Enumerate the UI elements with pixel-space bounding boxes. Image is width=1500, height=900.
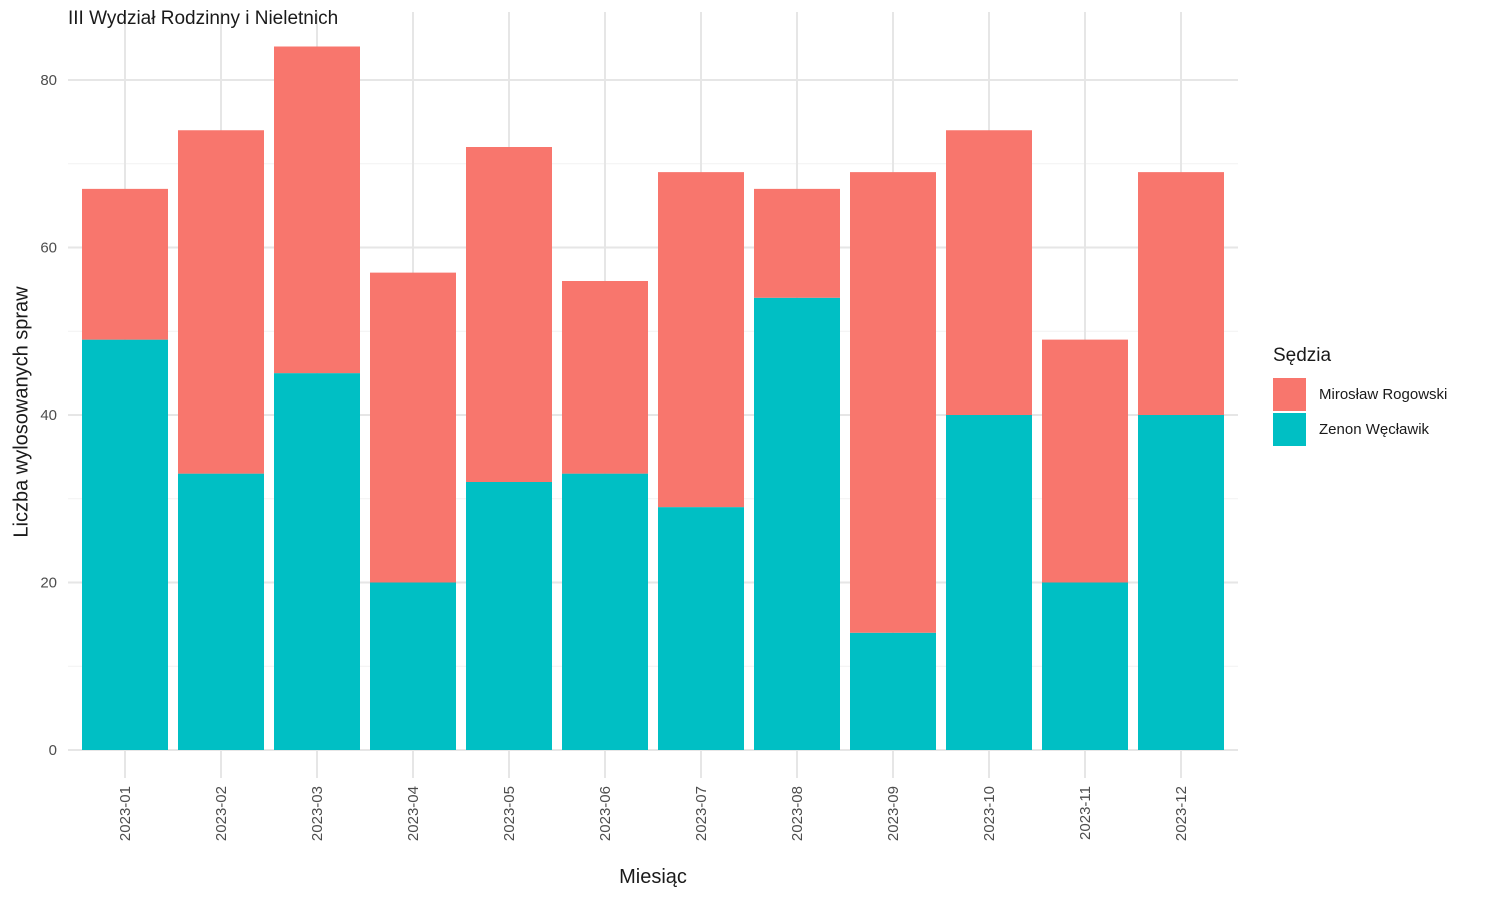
legend-item: Mirosław Rogowski [1273,377,1447,412]
bar-segment [562,281,648,474]
bar-segment [1138,415,1224,750]
bar-segment [754,188,840,298]
y-tick-label: 40 [40,407,57,424]
bar-segment [754,297,840,750]
y-axis-label: Liczba wylosowanych spraw [10,286,33,538]
legend-item: Zenon Węcławik [1273,412,1447,447]
bar-segment [658,507,744,750]
bar-segment [658,172,744,508]
legend-key [1273,378,1306,411]
x-tick-label: 2023-09 [885,786,902,841]
bar-segment [370,272,456,583]
bar-segment [178,130,264,474]
x-axis-label: Miesiąc [619,866,687,888]
x-tick-label: 2023-01 [117,786,134,841]
bar-segment [1138,172,1224,415]
bar-segment [1042,582,1128,750]
x-tick-label: 2023-04 [405,786,422,841]
x-tick-label: 2023-10 [981,786,998,841]
y-tick-label: 0 [49,742,57,759]
legend-label: Zenon Węcławik [1319,421,1430,438]
x-tick-label: 2023-12 [1173,786,1190,841]
x-tick-label: 2023-11 [1077,786,1094,840]
bar-segment [274,46,360,374]
x-tick-label: 2023-03 [309,786,326,841]
legend-key [1273,413,1306,446]
bar-segment [946,415,1032,750]
bar-segment [82,188,168,340]
x-tick-label: 2023-05 [501,786,518,841]
legend-label: Mirosław Rogowski [1319,386,1448,403]
bar-segment [946,130,1032,415]
bar-segment [370,582,456,750]
y-tick-label: 60 [40,240,57,257]
chart-title: III Wydział Rodzinny i Nieletnich [68,8,339,29]
bar-segment [178,473,264,750]
x-tick-label: 2023-08 [789,786,806,841]
x-tick-label: 2023-06 [597,786,614,841]
bar-segment [274,373,360,750]
legend-title: Sędzia [1273,345,1332,366]
y-tick-label: 80 [40,72,57,89]
bar-segment [562,473,648,750]
x-tick-label: 2023-07 [693,786,710,841]
bar-segment [1042,339,1128,583]
x-axis-ticks: 2023-01 2023-02 2023-03 2023-04 2023-05 2023-… [117,786,1190,841]
bar-segment [850,172,936,633]
bar-segment [82,339,168,750]
x-tick-label: 2023-02 [213,786,230,841]
bar-segment [850,632,936,750]
y-axis-ticks: 0 20 40 60 80 [40,72,57,759]
bar-segment [466,147,552,482]
legend: Sędzia Mirosław Rogowski Zenon Węcławik [1273,345,1447,447]
bars [82,46,1224,750]
bar-segment [466,482,552,750]
y-tick-label: 20 [40,575,57,592]
